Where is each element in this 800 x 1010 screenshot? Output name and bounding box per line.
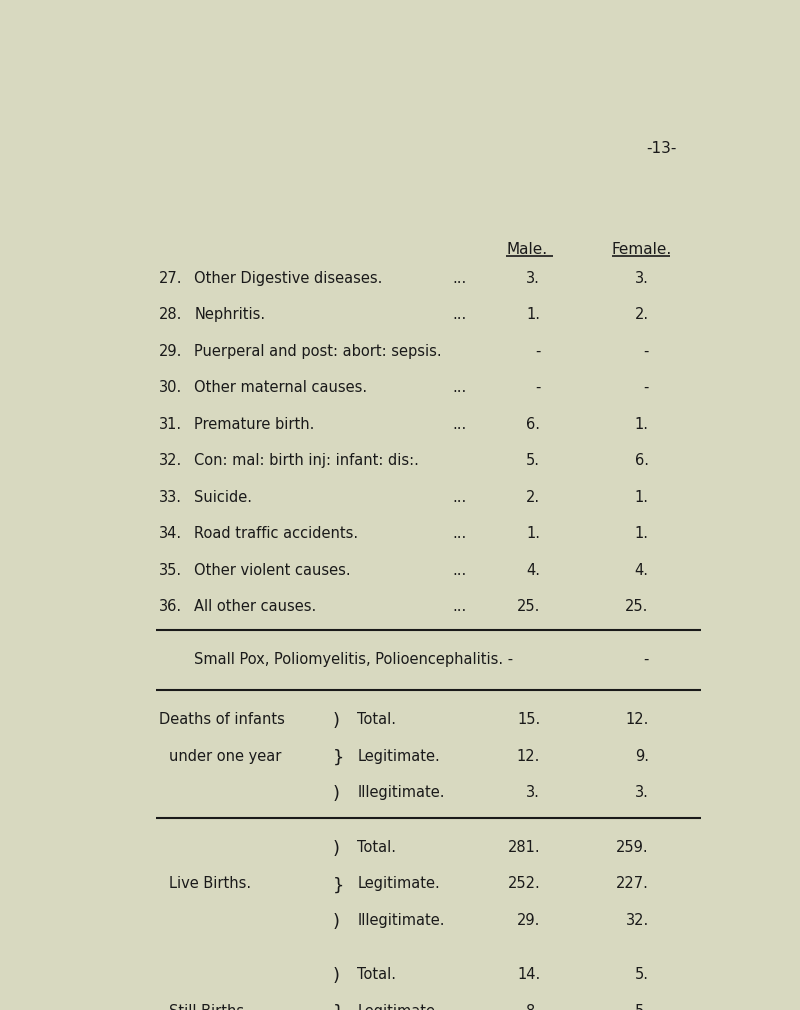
Text: 25.: 25.: [626, 600, 649, 614]
Text: 12.: 12.: [517, 748, 540, 764]
Text: Suicide.: Suicide.: [194, 490, 252, 505]
Text: Deaths of infants: Deaths of infants: [159, 712, 285, 727]
Text: 28.: 28.: [159, 307, 182, 322]
Text: ...: ...: [452, 490, 466, 505]
Text: 1.: 1.: [526, 526, 540, 541]
Text: Other violent causes.: Other violent causes.: [194, 563, 351, 578]
Text: 2.: 2.: [526, 490, 540, 505]
Text: 3.: 3.: [635, 786, 649, 800]
Text: ...: ...: [452, 600, 466, 614]
Text: Road traffic accidents.: Road traffic accidents.: [194, 526, 358, 541]
Text: -: -: [643, 343, 649, 359]
Text: under one year: under one year: [170, 748, 282, 764]
Text: Premature birth.: Premature birth.: [194, 417, 314, 431]
Text: Other Digestive diseases.: Other Digestive diseases.: [194, 271, 382, 286]
Text: 15.: 15.: [517, 712, 540, 727]
Text: Still Births.: Still Births.: [170, 1004, 250, 1010]
Text: Illegitimate.: Illegitimate.: [358, 786, 445, 800]
Text: 27.: 27.: [159, 271, 182, 286]
Text: 1.: 1.: [634, 526, 649, 541]
Text: 5.: 5.: [634, 968, 649, 983]
Text: 25.: 25.: [517, 600, 540, 614]
Text: 2.: 2.: [634, 307, 649, 322]
Text: Total.: Total.: [358, 968, 396, 983]
Text: 29.: 29.: [159, 343, 182, 359]
Text: -13-: -13-: [646, 140, 677, 156]
Text: Con: mal: birth inj: infant: dis:.: Con: mal: birth inj: infant: dis:.: [194, 453, 419, 469]
Text: 5.: 5.: [526, 453, 540, 469]
Text: }: }: [333, 1004, 344, 1010]
Text: -: -: [535, 343, 540, 359]
Text: ): ): [333, 712, 339, 730]
Text: 12.: 12.: [626, 712, 649, 727]
Text: 35.: 35.: [159, 563, 182, 578]
Text: Legitimate.: Legitimate.: [358, 877, 440, 892]
Text: 5.: 5.: [634, 1004, 649, 1010]
Text: 1.: 1.: [634, 417, 649, 431]
Text: Small Pox, Poliomyelitis, Polioencephalitis. -: Small Pox, Poliomyelitis, Polioencephali…: [194, 651, 514, 667]
Text: 3.: 3.: [526, 786, 540, 800]
Text: 252.: 252.: [507, 877, 540, 892]
Text: }: }: [333, 877, 344, 894]
Text: -: -: [643, 380, 649, 395]
Text: 32.: 32.: [626, 913, 649, 928]
Text: 31.: 31.: [159, 417, 182, 431]
Text: 281.: 281.: [507, 839, 540, 854]
Text: Puerperal and post: abort: sepsis.: Puerperal and post: abort: sepsis.: [194, 343, 442, 359]
Text: 6.: 6.: [526, 417, 540, 431]
Text: ): ): [333, 968, 339, 986]
Text: Live Births.: Live Births.: [170, 877, 251, 892]
Text: 6.: 6.: [634, 453, 649, 469]
Text: 30.: 30.: [159, 380, 182, 395]
Text: }: }: [333, 748, 344, 767]
Text: 4.: 4.: [634, 563, 649, 578]
Text: Female.: Female.: [611, 241, 672, 257]
Text: 29.: 29.: [517, 913, 540, 928]
Text: Total.: Total.: [358, 712, 396, 727]
Text: Legitimate.: Legitimate.: [358, 1004, 440, 1010]
Text: ...: ...: [452, 563, 466, 578]
Text: ...: ...: [452, 307, 466, 322]
Text: All other causes.: All other causes.: [194, 600, 317, 614]
Text: ): ): [333, 786, 339, 803]
Text: Illegitimate.: Illegitimate.: [358, 913, 445, 928]
Text: -: -: [535, 380, 540, 395]
Text: Other maternal causes.: Other maternal causes.: [194, 380, 367, 395]
Text: Total.: Total.: [358, 839, 396, 854]
Text: ): ): [333, 913, 339, 931]
Text: 1.: 1.: [634, 490, 649, 505]
Text: ...: ...: [452, 271, 466, 286]
Text: 3.: 3.: [526, 271, 540, 286]
Text: 3.: 3.: [635, 271, 649, 286]
Text: 14.: 14.: [517, 968, 540, 983]
Text: 259.: 259.: [616, 839, 649, 854]
Text: -: -: [643, 651, 649, 667]
Text: ): ): [333, 839, 339, 857]
Text: 227.: 227.: [616, 877, 649, 892]
Text: 4.: 4.: [526, 563, 540, 578]
Text: Male.: Male.: [506, 241, 547, 257]
Text: ...: ...: [452, 417, 466, 431]
Text: 36.: 36.: [159, 600, 182, 614]
Text: Nephritis.: Nephritis.: [194, 307, 266, 322]
Text: ...: ...: [452, 380, 466, 395]
Text: 34.: 34.: [159, 526, 182, 541]
Text: Legitimate.: Legitimate.: [358, 748, 440, 764]
Text: 32.: 32.: [159, 453, 182, 469]
Text: 1.: 1.: [526, 307, 540, 322]
Text: 9.: 9.: [634, 748, 649, 764]
Text: 33.: 33.: [159, 490, 182, 505]
Text: 8.: 8.: [526, 1004, 540, 1010]
Text: ...: ...: [452, 526, 466, 541]
